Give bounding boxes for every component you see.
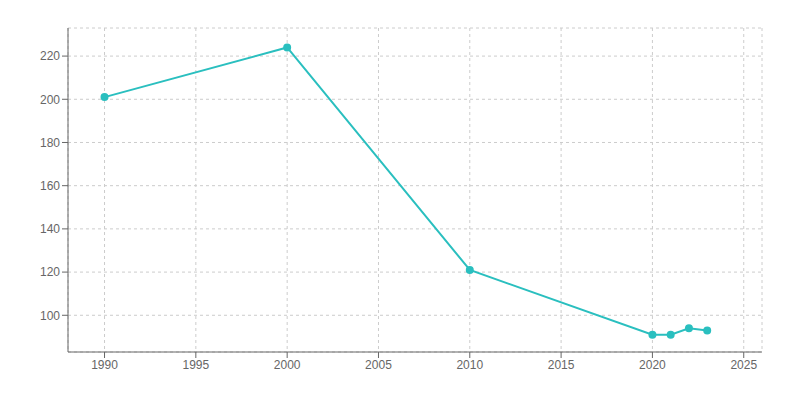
svg-text:1995: 1995 (182, 358, 209, 372)
svg-text:2005: 2005 (365, 358, 392, 372)
svg-text:200: 200 (40, 93, 60, 107)
svg-text:160: 160 (40, 179, 60, 193)
svg-text:2015: 2015 (548, 358, 575, 372)
svg-text:2000: 2000 (274, 358, 301, 372)
svg-text:2025: 2025 (730, 358, 757, 372)
svg-text:180: 180 (40, 136, 60, 150)
svg-text:1990: 1990 (91, 358, 118, 372)
svg-text:2020: 2020 (639, 358, 666, 372)
svg-text:100: 100 (40, 309, 60, 323)
svg-text:2010: 2010 (456, 358, 483, 372)
svg-text:220: 220 (40, 49, 60, 63)
svg-text:120: 120 (40, 265, 60, 279)
svg-text:140: 140 (40, 222, 60, 236)
